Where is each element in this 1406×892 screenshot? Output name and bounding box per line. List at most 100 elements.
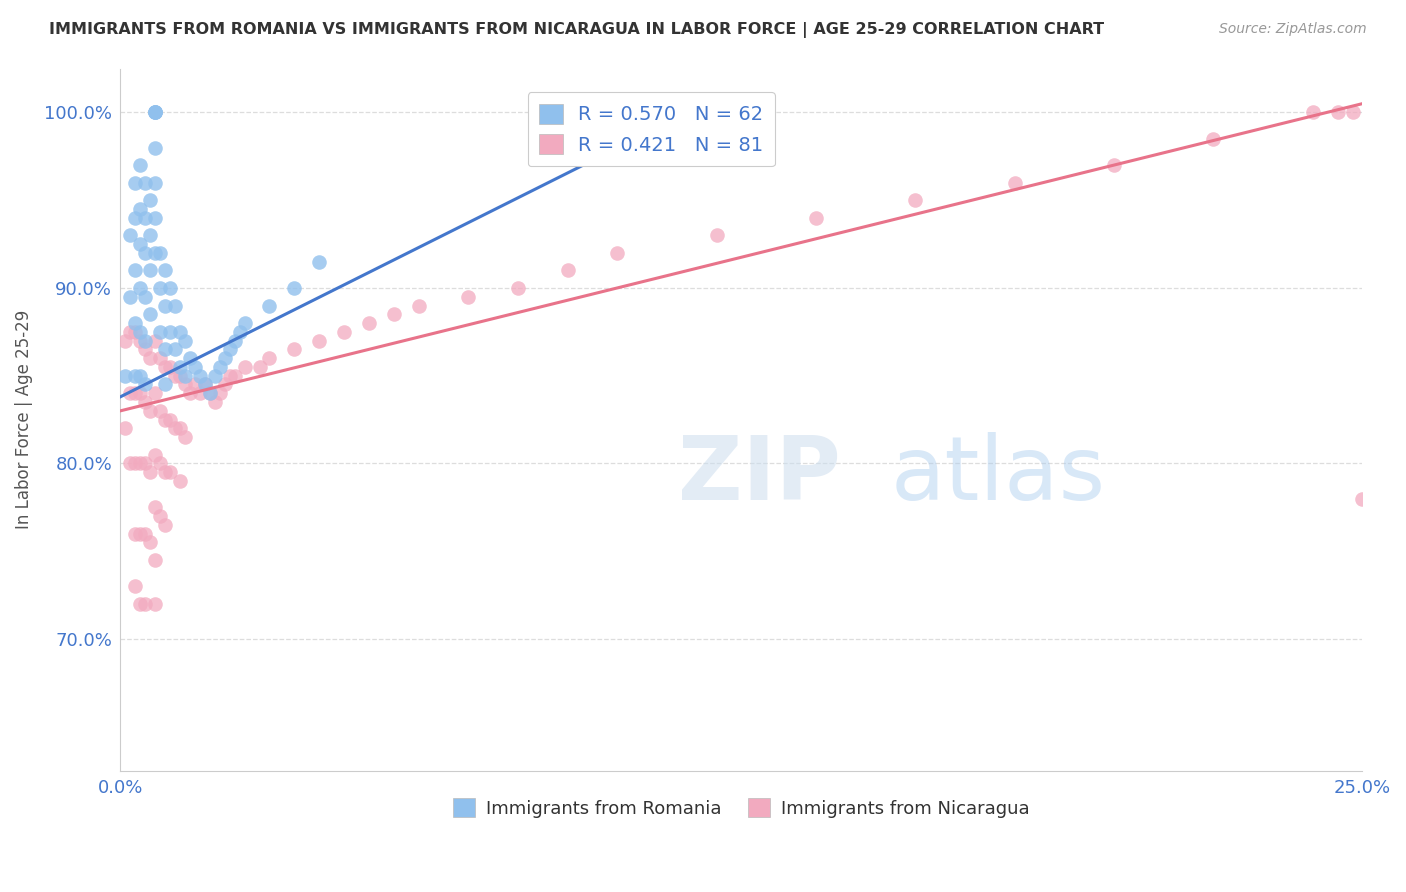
Point: [557, 263, 579, 277]
Point: [1102, 158, 1125, 172]
Point: [153, 343, 176, 357]
Point: [159, 412, 181, 426]
Point: [357, 316, 380, 330]
Point: [134, 526, 156, 541]
Point: [208, 386, 231, 401]
Point: [134, 290, 156, 304]
Point: [169, 325, 191, 339]
Point: [143, 386, 166, 401]
Point: [179, 351, 201, 366]
Point: [165, 421, 187, 435]
Point: [214, 351, 236, 366]
Point: [159, 281, 181, 295]
Point: [124, 579, 146, 593]
Point: [382, 307, 405, 321]
Point: [139, 535, 162, 549]
Point: [149, 509, 172, 524]
Point: [129, 386, 152, 401]
Point: [159, 325, 181, 339]
Point: [153, 465, 176, 479]
Point: [165, 368, 187, 383]
Point: [1326, 105, 1348, 120]
Point: [169, 368, 191, 383]
Point: [149, 404, 172, 418]
Point: [174, 368, 197, 383]
Point: [139, 228, 162, 243]
Text: ZIP: ZIP: [678, 433, 841, 519]
Point: [153, 377, 176, 392]
Point: [194, 377, 217, 392]
Point: [143, 176, 166, 190]
Point: [457, 290, 479, 304]
Point: [139, 465, 162, 479]
Point: [333, 325, 356, 339]
Point: [143, 105, 166, 120]
Point: [153, 263, 176, 277]
Point: [233, 359, 256, 374]
Point: [143, 211, 166, 225]
Point: [174, 334, 197, 348]
Point: [184, 377, 207, 392]
Point: [1341, 105, 1364, 120]
Point: [179, 386, 201, 401]
Point: [204, 368, 226, 383]
Point: [120, 457, 142, 471]
Point: [1004, 176, 1026, 190]
Point: [153, 412, 176, 426]
Point: [149, 457, 172, 471]
Point: [129, 368, 152, 383]
Point: [153, 517, 176, 532]
Point: [120, 228, 142, 243]
Point: [224, 368, 246, 383]
Text: IMMIGRANTS FROM ROMANIA VS IMMIGRANTS FROM NICARAGUA IN LABOR FORCE | AGE 25-29 : IMMIGRANTS FROM ROMANIA VS IMMIGRANTS FR…: [49, 22, 1104, 38]
Point: [174, 377, 197, 392]
Point: [159, 465, 181, 479]
Point: [143, 553, 166, 567]
Point: [134, 334, 156, 348]
Point: [1202, 132, 1225, 146]
Legend: Immigrants from Romania, Immigrants from Nicaragua: Immigrants from Romania, Immigrants from…: [446, 791, 1036, 825]
Point: [124, 325, 146, 339]
Point: [143, 448, 166, 462]
Point: [134, 343, 156, 357]
Point: [139, 263, 162, 277]
Point: [149, 281, 172, 295]
Point: [149, 245, 172, 260]
Point: [129, 597, 152, 611]
Point: [134, 245, 156, 260]
Point: [204, 395, 226, 409]
Point: [114, 421, 136, 435]
Point: [129, 334, 152, 348]
Y-axis label: In Labor Force | Age 25-29: In Labor Force | Age 25-29: [15, 310, 32, 529]
Point: [224, 334, 246, 348]
Point: [139, 193, 162, 207]
Point: [134, 457, 156, 471]
Point: [233, 316, 256, 330]
Point: [134, 597, 156, 611]
Point: [159, 359, 181, 374]
Point: [259, 351, 281, 366]
Point: [308, 334, 330, 348]
Point: [218, 343, 240, 357]
Point: [124, 457, 146, 471]
Point: [1302, 105, 1324, 120]
Point: [124, 526, 146, 541]
Point: [169, 359, 191, 374]
Point: [143, 597, 166, 611]
Point: [120, 386, 142, 401]
Point: [198, 386, 221, 401]
Point: [218, 368, 240, 383]
Point: [143, 140, 166, 154]
Point: [124, 368, 146, 383]
Point: [198, 386, 221, 401]
Point: [214, 377, 236, 392]
Point: [114, 334, 136, 348]
Point: [129, 281, 152, 295]
Point: [184, 359, 207, 374]
Point: [129, 526, 152, 541]
Point: [129, 237, 152, 252]
Point: [259, 298, 281, 312]
Point: [124, 211, 146, 225]
Point: [129, 202, 152, 216]
Point: [114, 368, 136, 383]
